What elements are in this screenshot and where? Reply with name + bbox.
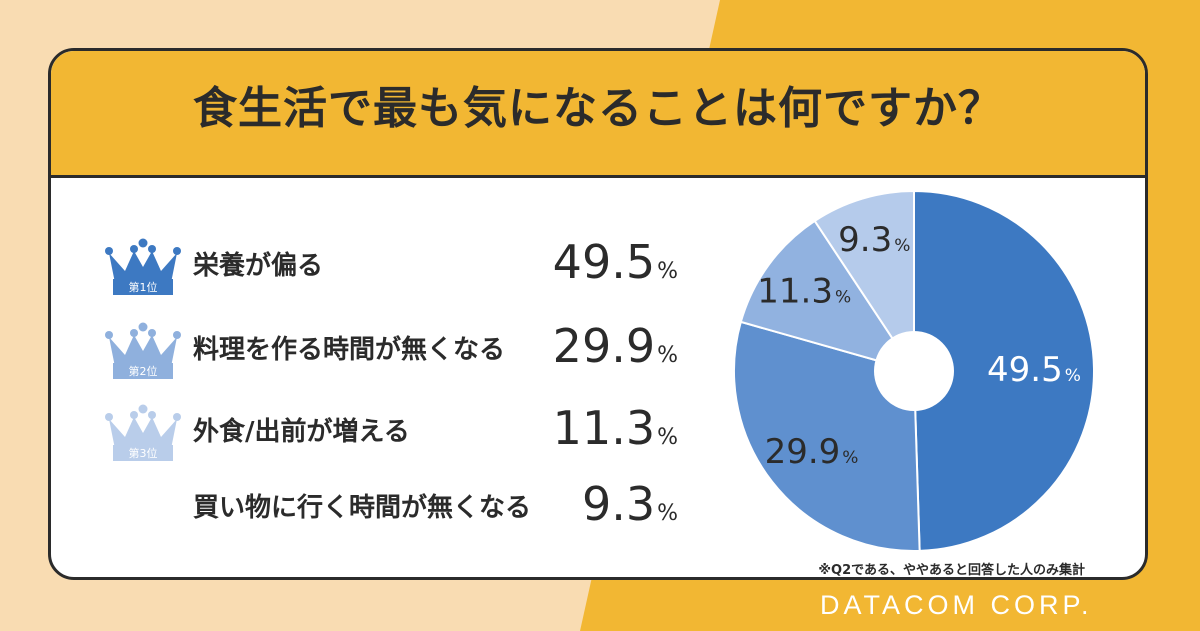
crown-jewel [148,329,156,337]
crown-band [113,363,173,379]
crown-icon-rank-1: 第1位 [105,238,181,295]
crown-jewel [138,404,148,414]
rank-row-3: 第3位 外食/出前が増える 11.3% [103,401,678,463]
footnote: ※Q2である、ややあると回答した人のみ集計 [818,563,1085,578]
crown-band [113,279,173,295]
donut-label-3: 11.3% [757,272,851,312]
rank-row-1: 第1位 栄養が偏る 49.5% [103,235,678,297]
title-band: 食生活で最も気になることは何ですか？ [51,51,1145,178]
crown-icon-rank-2: 第2位 [105,322,181,379]
crown-badge-rank-3: 第3位 [129,446,158,460]
rank-row-2: 第2位 料理を作る時間が無くなる 29.9% [103,319,678,381]
crown-jewel [173,331,181,339]
brand-logo-text: DATACOM CORP. [820,590,1093,620]
crown-jewel [138,322,148,332]
rank-value-2: 29.9% [553,319,678,373]
donut-slice-2 [733,320,921,552]
donut-label-1: 49.5% [987,350,1081,390]
crown-jewel [105,331,113,339]
rank-unit-1: % [657,259,678,284]
crown-jewel [130,245,138,253]
crown-body [109,251,177,286]
rank-number-1: 49.5 [552,235,656,289]
donut-slice-4 [813,189,915,375]
rank-label-1: 栄養が偏る [193,251,324,281]
crown-badge-rank-2: 第2位 [129,364,158,378]
rank-unit-4: % [657,501,678,526]
crown-jewel [148,245,156,253]
rank-number-2: 29.9 [552,319,656,373]
donut-label-2: 29.9% [765,432,859,472]
crown-jewel [148,411,156,419]
crown-jewel [138,238,148,248]
rank-label-4: 買い物に行く時間が無くなる [193,493,532,523]
crown-jewel [173,247,181,255]
crown-body [109,335,177,370]
crown-band [113,445,173,461]
page-title: 食生活で最も気になることは何ですか？ [193,83,1003,134]
rank-value-3: 11.3% [553,401,678,455]
survey-card: 食生活で最も気になることは何ですか？ 第1位 栄養が偏る 49.5% 第2位 料… [48,48,1148,580]
rank-number-4: 9.3 [581,477,656,531]
crown-badge-rank-1: 第1位 [129,280,158,294]
donut-slice-1 [913,189,1095,552]
donut-chart: 49.5% 29.9% 11.3% 9.3% [733,189,1095,552]
crown-jewel [130,411,138,419]
rank-value-4: 9.3% [582,477,678,531]
rank-label-2: 料理を作る時間が無くなる [193,335,506,365]
rank-unit-2: % [657,343,678,368]
crown-body [109,417,177,452]
donut-hole [874,331,954,411]
crown-icon-rank-3: 第3位 [105,404,181,461]
donut-label-4: 9.3% [838,220,910,260]
crown-jewel [105,413,113,421]
rank-unit-3: % [657,425,678,450]
crown-jewel [130,329,138,337]
rank-row-4: 買い物に行く時間が無くなる 9.3% [103,477,678,539]
donut-slice-3 [739,219,917,373]
rank-value-1: 49.5% [553,235,678,289]
rank-number-3: 11.3 [552,401,656,455]
crown-jewel [105,247,113,255]
crown-jewel [173,413,181,421]
donut-chart-svg: 49.5 % 29.9 % 11.3 % 9.3% [733,189,1095,552]
rank-label-3: 外食/出前が増える [193,417,410,447]
